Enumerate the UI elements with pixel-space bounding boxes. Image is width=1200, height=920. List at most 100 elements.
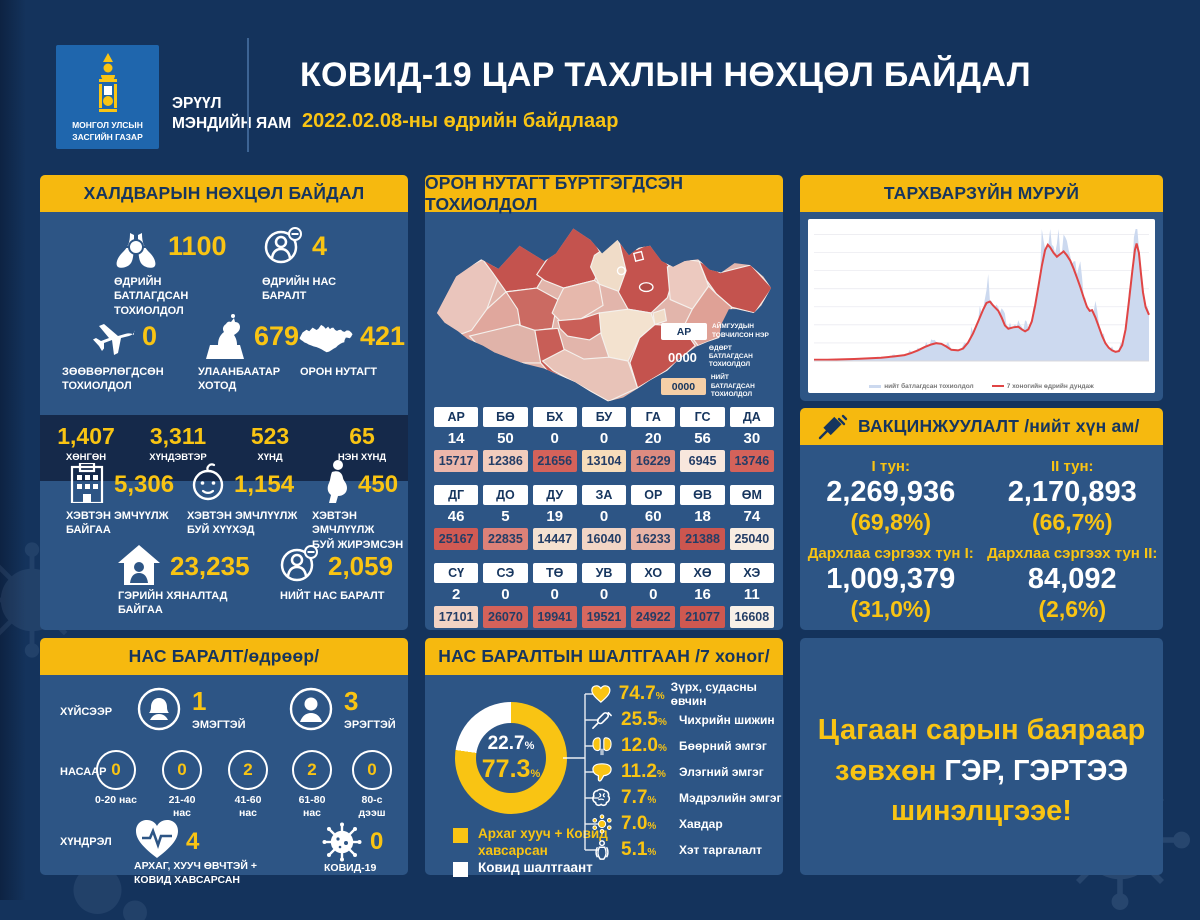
province-daily-cases: 46 — [434, 507, 478, 526]
vaccine-dose: I тун:2,269,936(69,8%) — [800, 450, 982, 537]
infection-panel: ХАЛДВАРЫН НӨХЦӨЛ БАЙДАЛ 1100 ӨДРИЙН БАТЛ… — [40, 175, 408, 630]
province-total-cases: 14447 — [533, 528, 577, 550]
soyombo-emblem-icon — [89, 53, 127, 115]
severity-value: 1,407 — [40, 423, 132, 450]
complication-row-label: ХҮНДРЭЛ — [60, 836, 112, 848]
deaths-panel-title: НАС БАРАЛТ/өдрөөр/ — [40, 638, 408, 675]
report-date: 2022.02.08-ны өдрийн байдлаар — [302, 110, 618, 133]
death-causes-panel: НАС БАРАЛТЫН ШАЛТГААН /7 хоног/ 22.7% 77… — [425, 638, 783, 875]
province-total-cases: 24922 — [631, 606, 675, 628]
cause-row-cancer: 7.0% Хавдар — [591, 812, 723, 836]
province-daily-cases: 0 — [582, 585, 626, 604]
hospitalized-children-value: 1,154 — [234, 471, 294, 499]
map-legend-abbr-row: АР АЙМГУУДЫН ТОВЧИЛСОН НЭР — [661, 323, 773, 340]
province-total-cases: 17101 — [434, 606, 478, 628]
province-total-cases: 13104 — [582, 450, 626, 472]
holiday-message: Цагаан сарын баяраар зөвхөн ГЭР, ГЭРТЭЭ … — [812, 710, 1151, 832]
province-daily-cases: 74 — [730, 507, 774, 526]
government-logo: МОНГОЛ УЛСЫН ЗАСГИЙН ГАЗАР — [56, 45, 159, 149]
province-code: БУ — [582, 407, 626, 427]
vaccine-dose-value: 84,092 — [982, 563, 1164, 596]
message-line3: шинэлцгээе! — [891, 795, 1072, 827]
cause-row-cardio: 74.7% Зүрх, судасны өвчин — [591, 682, 783, 706]
severity-value: 65 — [316, 423, 408, 450]
map-legend-abbr-label: АЙМГУУДЫН ТОВЧИЛСОН НЭР — [712, 323, 769, 339]
hospitalized-pregnant-value: 450 — [358, 471, 398, 499]
vaccine-dose-label: Дархлаа сэргээх тун II: — [982, 545, 1164, 562]
province-total-cases: 25167 — [434, 528, 478, 550]
vaccine-dose-value: 2,170,893 — [982, 476, 1164, 509]
covid-only-deaths-label: КОВИД-19 — [324, 862, 376, 876]
age-group-value: 0 — [352, 750, 392, 790]
brain-icon — [591, 788, 613, 808]
vaccine-dose-percent: (31,0%) — [800, 596, 982, 623]
person-minus-icon — [278, 543, 320, 585]
message-line2-yellow: зөвхөн — [835, 755, 944, 787]
cause-kidney-label: Бөөрний эмгэг — [679, 739, 767, 753]
province-code: УВ — [582, 563, 626, 583]
heart-icon — [591, 684, 611, 704]
province-total-cases: 16229 — [631, 450, 675, 472]
epi-curve-svg — [808, 219, 1155, 377]
heart-pulse-icon — [134, 820, 180, 860]
hospital-icon — [66, 463, 108, 503]
cause-row-liver: 11.2% Элэгний эмгэг — [591, 760, 764, 784]
vaccine-dose: Дархлаа сэргээх тун II:84,092(2,6%) — [982, 537, 1164, 624]
vaccine-dose-label: Дархлаа сэргээх тун I: — [800, 545, 982, 562]
province-total-cases: 16608 — [730, 606, 774, 628]
cause-obesity-label: Хэт таргалалт — [679, 843, 762, 857]
vaccine-dose-percent: (2,6%) — [982, 596, 1164, 623]
vaccine-dose-value: 2,269,936 — [800, 476, 982, 509]
header-divider — [247, 38, 249, 152]
province-total-cases: 13746 — [730, 450, 774, 472]
death-causes-donut: 22.7% 77.3% — [455, 702, 567, 814]
province-daily-cases: 56 — [680, 429, 724, 448]
province-daily-cases: 0 — [582, 429, 626, 448]
kidney-icon — [591, 736, 613, 756]
province-code: АР — [434, 407, 478, 427]
vaccine-dose-percent: (69,8%) — [800, 509, 982, 536]
severity-label: ХӨНГӨН — [40, 452, 132, 463]
vaccine-dose-label: II тун: — [982, 458, 1164, 475]
cause-obesity-pct: 5.1% — [621, 839, 679, 861]
body-icon — [591, 840, 613, 860]
message-line2-white: ГЭР, ГЭРТЭЭ — [944, 755, 1128, 787]
province-total-cases: 16233 — [631, 528, 675, 550]
cause-row-diabetes: 25.5% Чихрийн шижин — [591, 708, 775, 732]
vaccination-grid: I тун:2,269,936(69,8%)II тун:2,170,893(6… — [800, 450, 1163, 624]
province-daily-cases: 20 — [631, 429, 675, 448]
cause-diabetes-pct: 25.5% — [621, 709, 679, 731]
map-legend-total-box: 0000 — [661, 378, 706, 395]
ulaanbaatar-label: УЛААНБААТАР ХОТОД — [198, 365, 280, 394]
cause-row-obesity: 5.1% Хэт таргалалт — [591, 838, 762, 862]
ministry-name: ЭРҮҮЛ МЭНДИЙН ЯАМ — [172, 94, 291, 134]
total-deaths-label: НИЙТ НАС БАРАЛТ — [280, 589, 384, 603]
province-total-cases: 26070 — [483, 606, 527, 628]
donut-chronic-pct: 77.3% — [482, 755, 540, 784]
province-code: ӨВ — [680, 485, 724, 505]
cause-kidney-pct: 12.0% — [621, 735, 679, 757]
age-group-label: 41-60 нас — [217, 794, 279, 820]
province-cell: БУ 0 13104 — [582, 407, 626, 472]
region-panel: ОРОН НУТАГТ БҮРТГЭГДСЭН ТОХИОЛДОЛ — [425, 175, 783, 630]
virus-icon — [322, 822, 362, 862]
age-group-label: 80-с дээш — [341, 794, 403, 820]
vaccination-panel-title: ВАКЦИНЖУУЛАЛТ /нийт хүн ам/ — [858, 416, 1140, 437]
province-code: СЭ — [483, 563, 527, 583]
covid-dashboard: { "header": { "logo_text": "МОНГОЛ УЛСЫН… — [0, 0, 1200, 900]
cause-cancer-label: Хавдар — [679, 817, 723, 831]
